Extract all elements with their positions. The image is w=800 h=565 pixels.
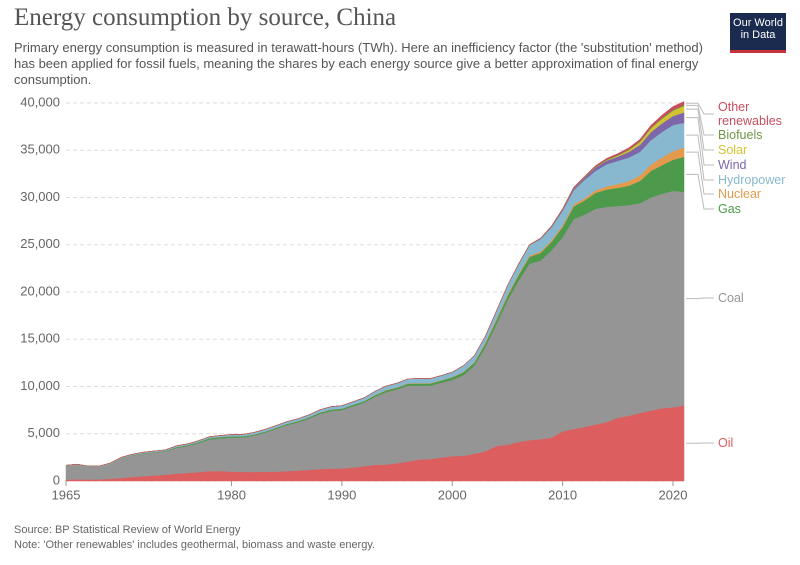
y-tick-label: 5,000 [27, 425, 60, 440]
x-tick-label: 2020 [659, 487, 688, 502]
legend-connector [686, 102, 714, 115]
legend-label: Biofuels [718, 128, 763, 142]
legend-connector [686, 173, 714, 210]
legend-label: Hydropower [718, 173, 786, 187]
legend-label: Nuclear [718, 187, 762, 201]
y-tick-label: 40,000 [20, 94, 60, 109]
x-tick-label: 1990 [327, 487, 356, 502]
legend-label: Other renewables [718, 100, 782, 128]
source: Source: BP Statistical Review of World E… [14, 524, 241, 536]
y-tick-label: 10,000 [20, 378, 60, 393]
y-tick-label: 30,000 [20, 189, 60, 204]
chart-subtitle: Primary energy consumption is measured i… [14, 40, 703, 87]
logo: Our World in Data [730, 13, 786, 53]
x-tick-label: 2000 [438, 487, 467, 502]
legend-connector [686, 117, 714, 166]
y-tick-label: 25,000 [20, 236, 60, 251]
legend-connector [686, 104, 714, 136]
legend-label: Solar [718, 143, 748, 157]
chart-title: Energy consumption by source, China [14, 4, 397, 31]
y-tick-label: 15,000 [20, 331, 60, 346]
legend-label: Oil [718, 436, 734, 450]
legend-connector [686, 297, 714, 300]
y-tick-label: 35,000 [20, 142, 60, 157]
legend-label: Coal [718, 291, 744, 305]
legend-label: Gas [718, 202, 741, 216]
legend-connector [686, 151, 714, 195]
note: Note: 'Other renewables' includes geothe… [14, 539, 376, 551]
x-tick-label: 1980 [217, 487, 246, 502]
x-tick-label: 2010 [548, 487, 577, 502]
x-tick-label: 1965 [52, 487, 81, 502]
y-tick-label: 0 [53, 472, 60, 487]
legend-label: Wind [718, 158, 747, 172]
y-tick-label: 20,000 [20, 283, 60, 298]
legend-connector [686, 108, 714, 151]
legend-connector [686, 134, 714, 181]
area [65, 101, 685, 467]
